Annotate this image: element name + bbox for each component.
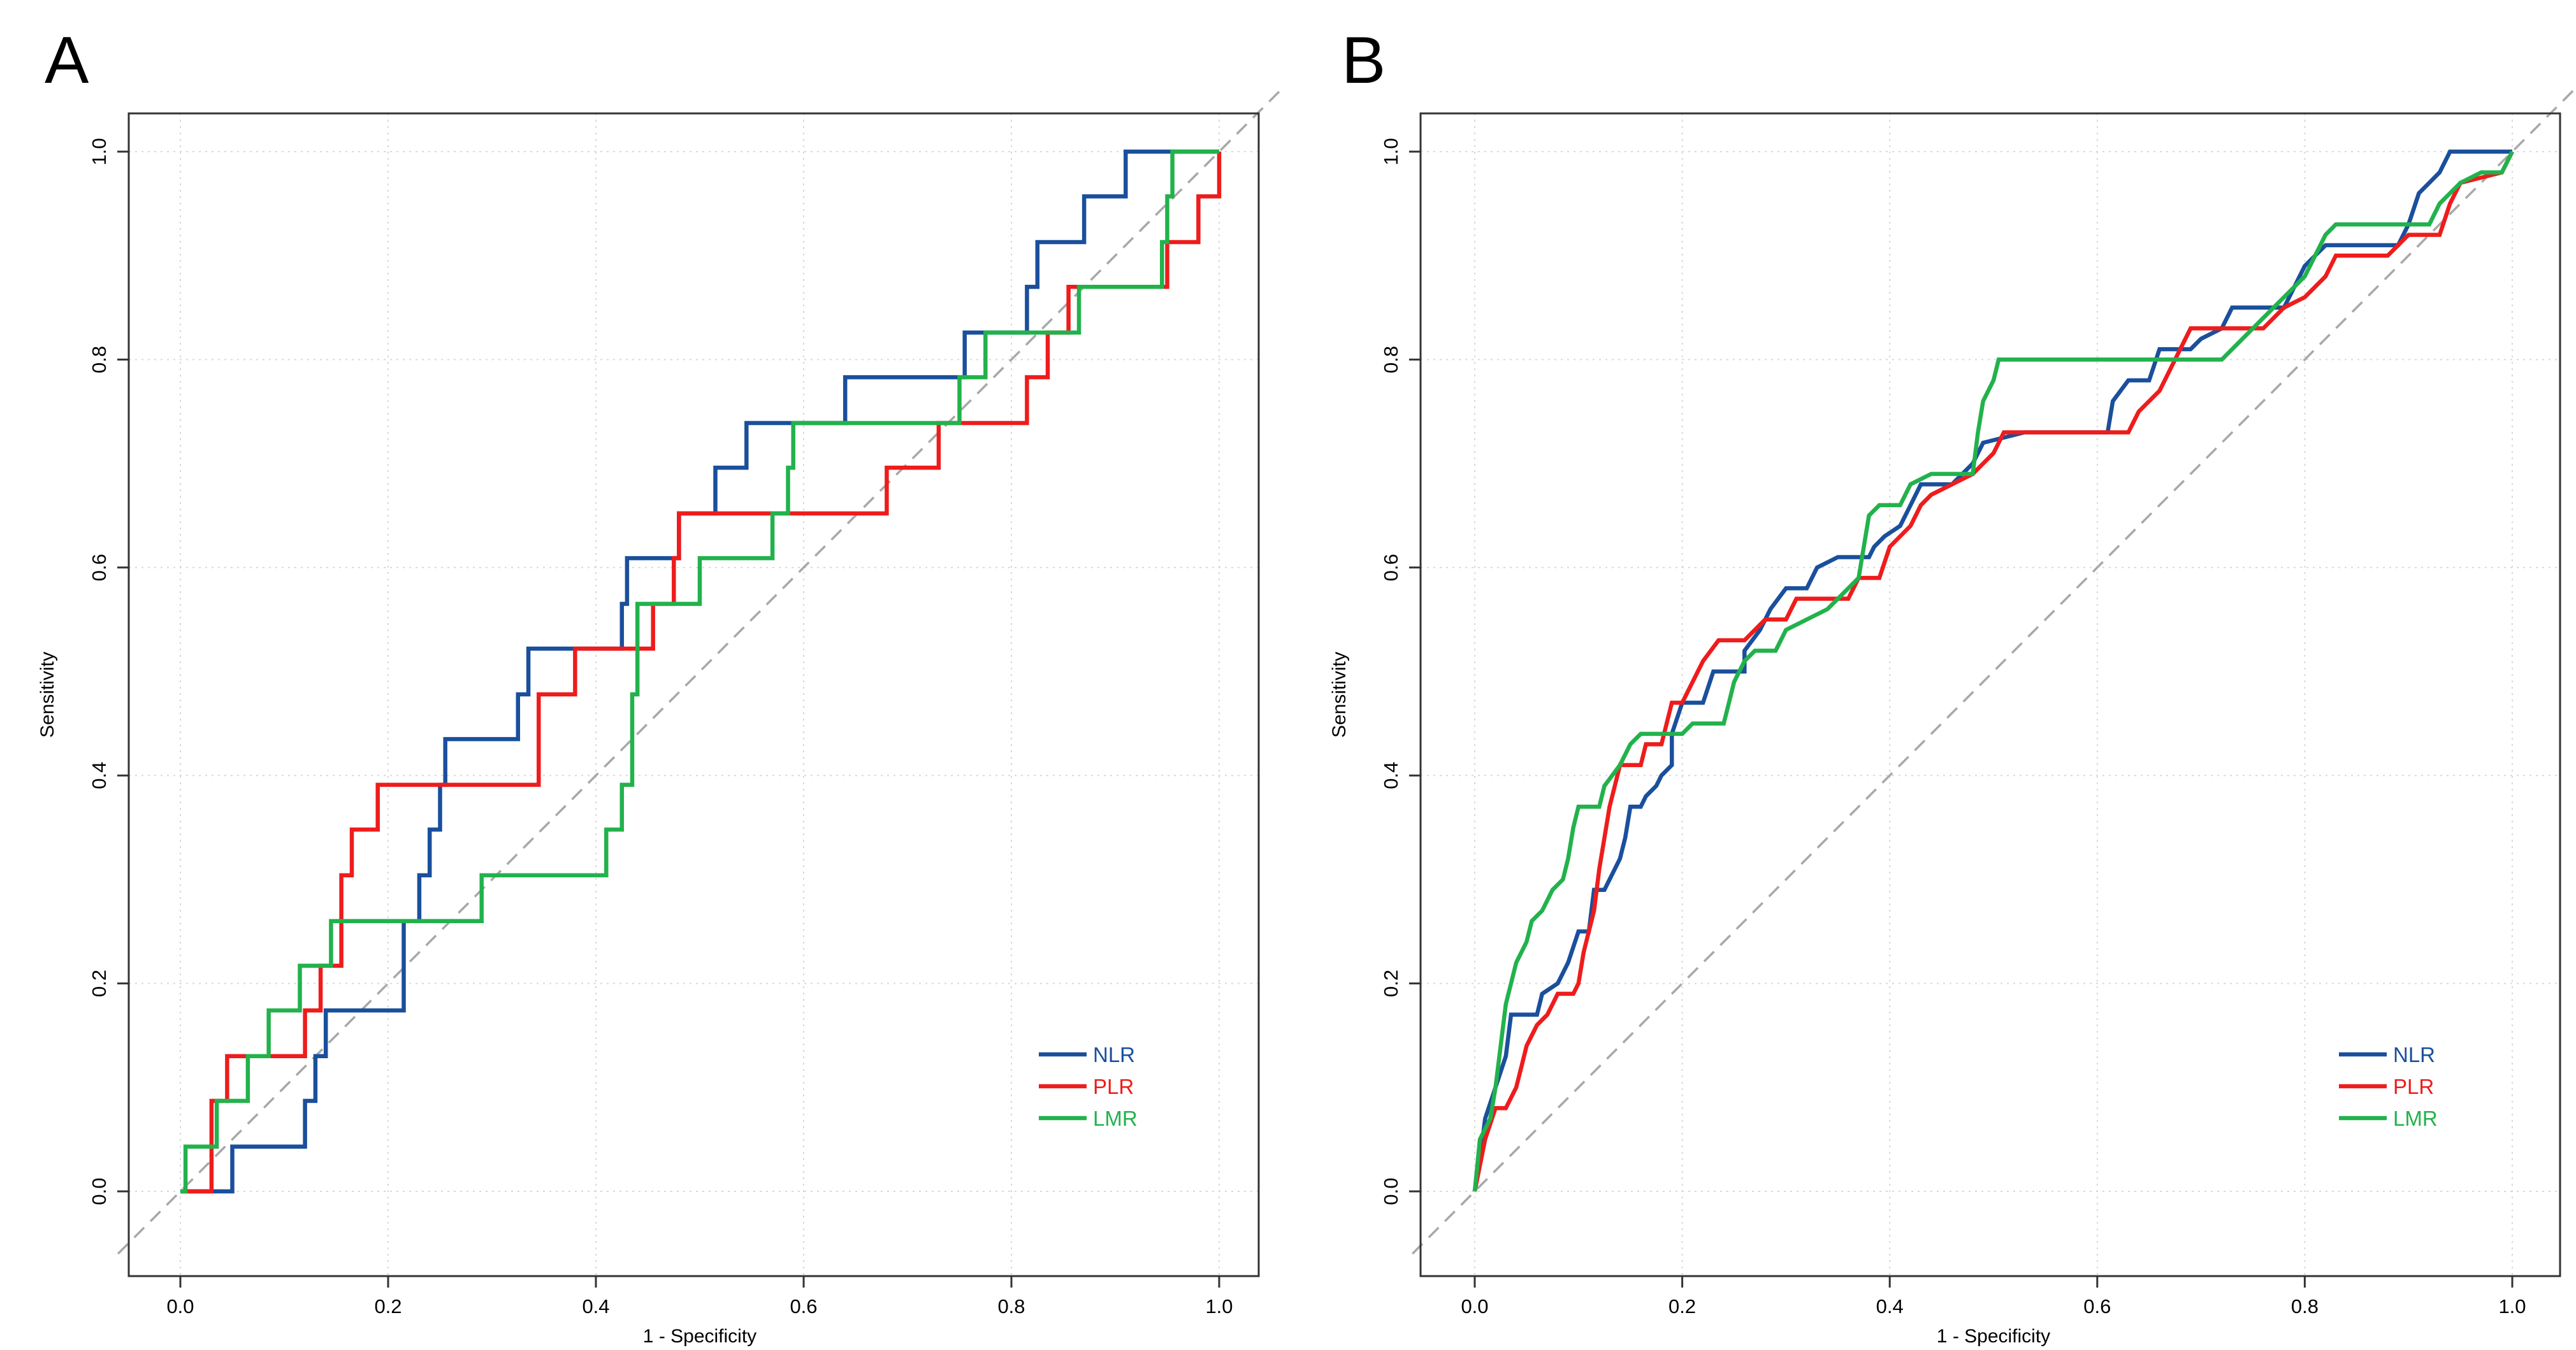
plot-frame bbox=[127, 112, 1260, 1277]
x-tick-label: 0.0 bbox=[1461, 1295, 1488, 1318]
x-tick-label: 0.2 bbox=[1668, 1295, 1696, 1318]
x-tick-label: 1.0 bbox=[1205, 1295, 1233, 1318]
panel-label: A bbox=[45, 24, 89, 97]
legend-label-lmr: LMR bbox=[1093, 1107, 1138, 1130]
roc-line-lmr bbox=[180, 149, 1219, 1194]
legend-label-lmr: LMR bbox=[2393, 1107, 2438, 1130]
x-axis-title: 1 - Specificity bbox=[643, 1326, 756, 1347]
y-tick-label: 0.8 bbox=[88, 346, 110, 373]
y-tick-label: 0.4 bbox=[88, 762, 110, 789]
x-tick-label: 0.8 bbox=[2291, 1295, 2319, 1318]
y-tick-label: 0.0 bbox=[1380, 1177, 1402, 1205]
y-tick-label: 1.0 bbox=[88, 138, 110, 165]
y-tick-label: 0.2 bbox=[88, 970, 110, 997]
roc-line-lmr bbox=[1472, 150, 2514, 1192]
panel-a: A 0.0 0.2 0.4 0.6 0.8 1.0 0.0 0.2 0.4 0.6 0.8 1.0 1 -… bbox=[37, 24, 1283, 1347]
x-tick-label: 0.8 bbox=[997, 1295, 1025, 1318]
y-tick-label: 0.4 bbox=[1380, 762, 1402, 789]
x-tick-label: 0.4 bbox=[1876, 1295, 1904, 1318]
panel-b: B 0.0 0.2 0.4 0.6 0.8 1.0 0.0 0.2 0.4 0.6 0.8 1.0 1 -… bbox=[1329, 24, 2575, 1347]
y-axis-title: Sensitivity bbox=[37, 652, 58, 738]
x-tick-label: 0.6 bbox=[790, 1295, 817, 1318]
x-tick-label: 1.0 bbox=[2498, 1295, 2526, 1318]
y-tick-label: 1.0 bbox=[1380, 138, 1402, 165]
x-tick-label: 0.2 bbox=[374, 1295, 402, 1318]
roc-line-plr bbox=[1472, 150, 2514, 1192]
y-axis-title: Sensitivity bbox=[1329, 652, 1350, 738]
y-tick-label: 0.6 bbox=[1380, 554, 1402, 581]
legend-label-nlr: NLR bbox=[2393, 1043, 2435, 1066]
y-tick-label: 0.6 bbox=[88, 554, 110, 581]
x-tick-label: 0.0 bbox=[166, 1295, 194, 1318]
x-tick-label: 0.4 bbox=[582, 1295, 609, 1318]
x-tick-label: 0.6 bbox=[2083, 1295, 2111, 1318]
legend-label-nlr: NLR bbox=[1093, 1043, 1135, 1066]
panel-label: B bbox=[1342, 24, 1386, 97]
legend-label-plr: PLR bbox=[1093, 1075, 1134, 1098]
plot-frame bbox=[1419, 112, 2561, 1277]
y-tick-label: 0.0 bbox=[88, 1177, 110, 1205]
y-tick-label: 0.2 bbox=[1380, 970, 1402, 997]
legend-label-plr: PLR bbox=[2393, 1075, 2434, 1098]
roc-line-nlr bbox=[1472, 149, 2512, 1192]
y-tick-label: 0.8 bbox=[1380, 346, 1402, 373]
x-axis-title: 1 - Specificity bbox=[1937, 1326, 2050, 1347]
